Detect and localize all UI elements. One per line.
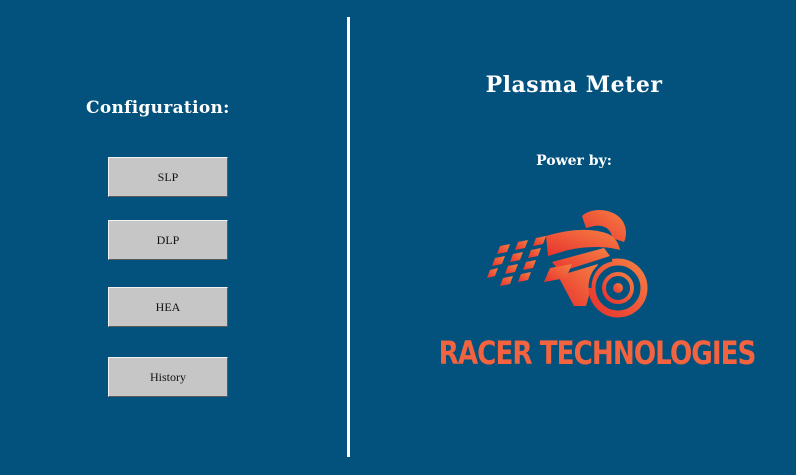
- app-title: Plasma Meter: [485, 72, 663, 98]
- slp-button[interactable]: SLP: [108, 157, 228, 197]
- dlp-button[interactable]: DLP: [108, 220, 228, 260]
- configuration-heading: Configuration:: [86, 98, 230, 118]
- motorcycle-racer-icon: [487, 210, 648, 318]
- powered-by-label: Power by:: [536, 153, 612, 169]
- history-button[interactable]: History: [108, 357, 228, 397]
- hea-button[interactable]: HEA: [108, 287, 228, 327]
- vertical-divider: [347, 17, 350, 457]
- brand-name: RACER TECHNOLOGIES: [438, 334, 757, 372]
